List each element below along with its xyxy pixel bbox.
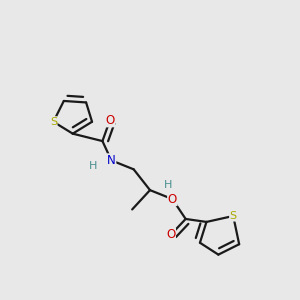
- Text: S: S: [50, 117, 57, 127]
- Text: H: H: [164, 180, 172, 190]
- Text: O: O: [166, 228, 176, 241]
- Text: O: O: [105, 114, 115, 127]
- Text: H: H: [89, 161, 98, 171]
- Text: S: S: [230, 211, 237, 221]
- Text: O: O: [168, 193, 177, 206]
- Text: N: N: [107, 154, 116, 167]
